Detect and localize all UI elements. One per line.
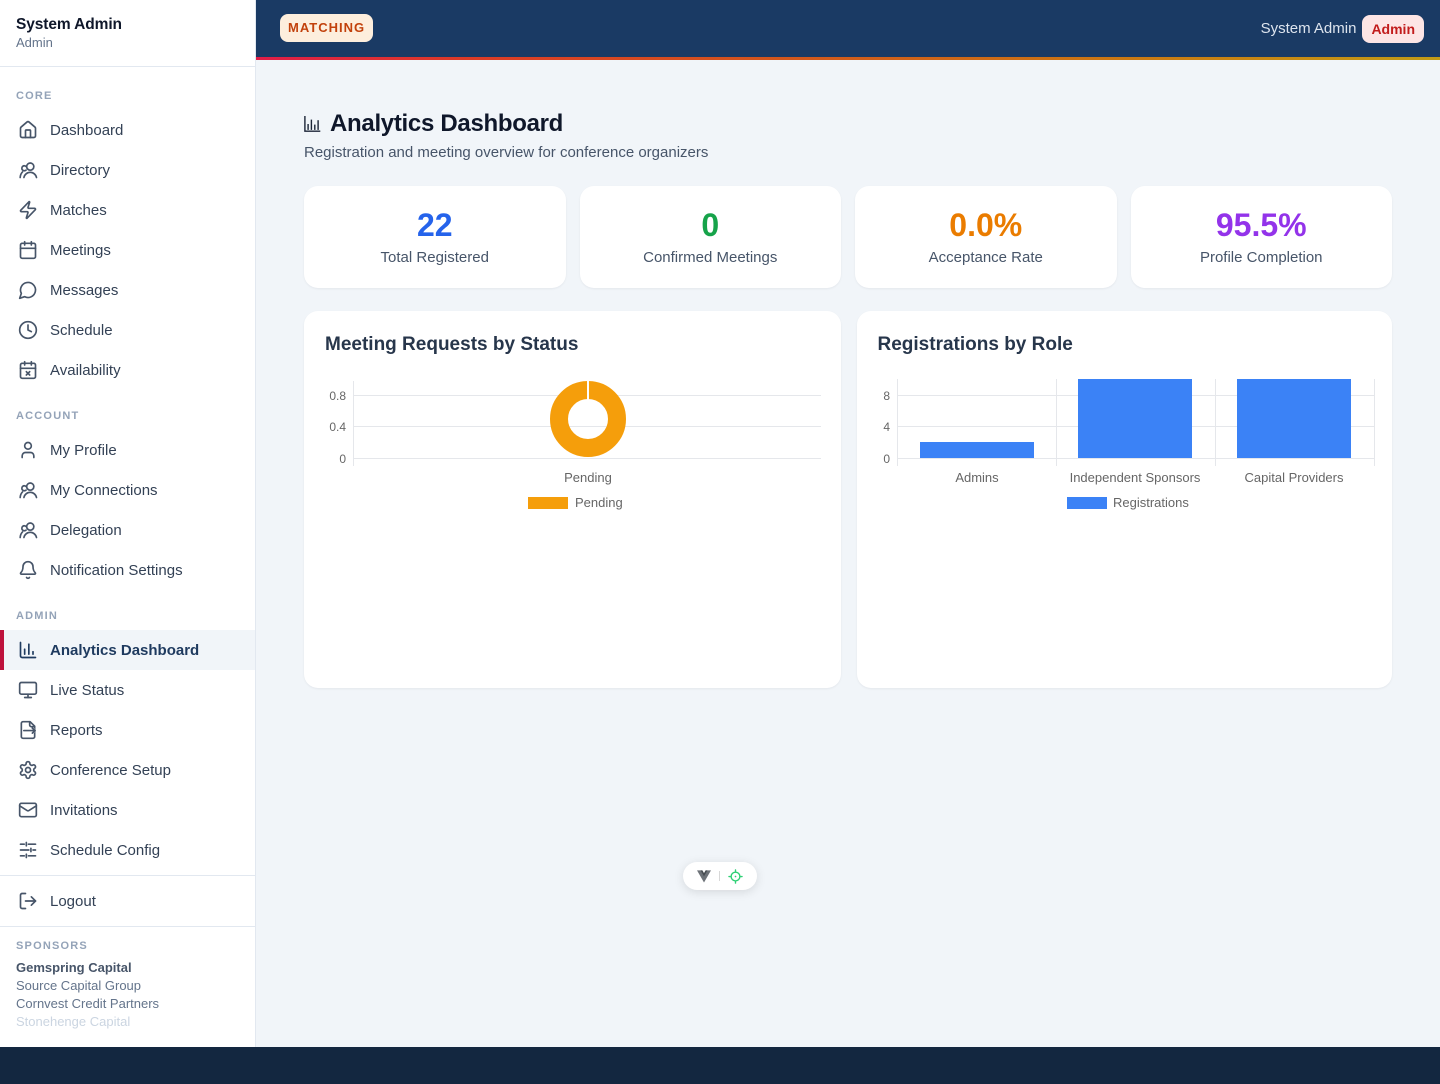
svg-text:0.8: 0.8 <box>329 389 346 403</box>
svg-text:0.4: 0.4 <box>329 420 346 434</box>
svg-text:Registrations: Registrations <box>1113 495 1189 510</box>
svg-text:Pending: Pending <box>564 470 612 485</box>
svg-text:0: 0 <box>339 452 346 466</box>
svg-text:Pending: Pending <box>575 495 623 510</box>
svg-text:Admins: Admins <box>955 470 999 485</box>
svg-text:0: 0 <box>883 452 890 466</box>
svg-text:8: 8 <box>883 389 890 403</box>
svg-text:Capital Providers: Capital Providers <box>1244 470 1343 485</box>
svg-text:Independent Sponsors: Independent Sponsors <box>1069 470 1200 485</box>
svg-text:4: 4 <box>883 420 890 434</box>
